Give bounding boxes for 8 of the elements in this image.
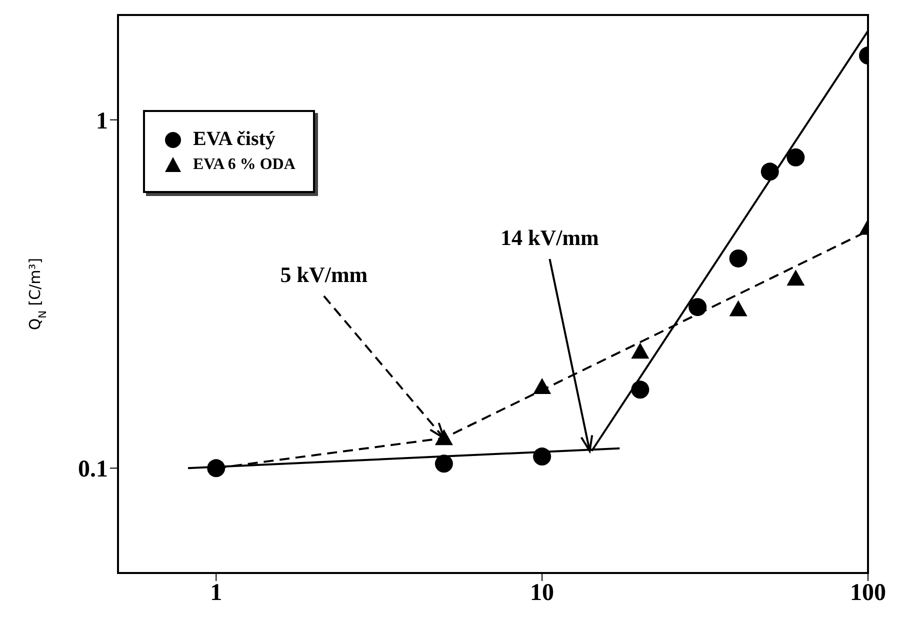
- annotation: 5 kV/mm: [280, 262, 368, 288]
- x-tick-label: 1: [210, 580, 222, 606]
- legend-label: EVA čistý: [193, 128, 276, 151]
- y-tick-label: 0.1: [78, 456, 108, 483]
- x-tick-label: 10: [530, 580, 554, 606]
- annotation: 14 kV/mm: [500, 225, 599, 250]
- legend-label: EVA 6 % ODA: [193, 156, 296, 174]
- x-tick-label: 100: [850, 580, 886, 606]
